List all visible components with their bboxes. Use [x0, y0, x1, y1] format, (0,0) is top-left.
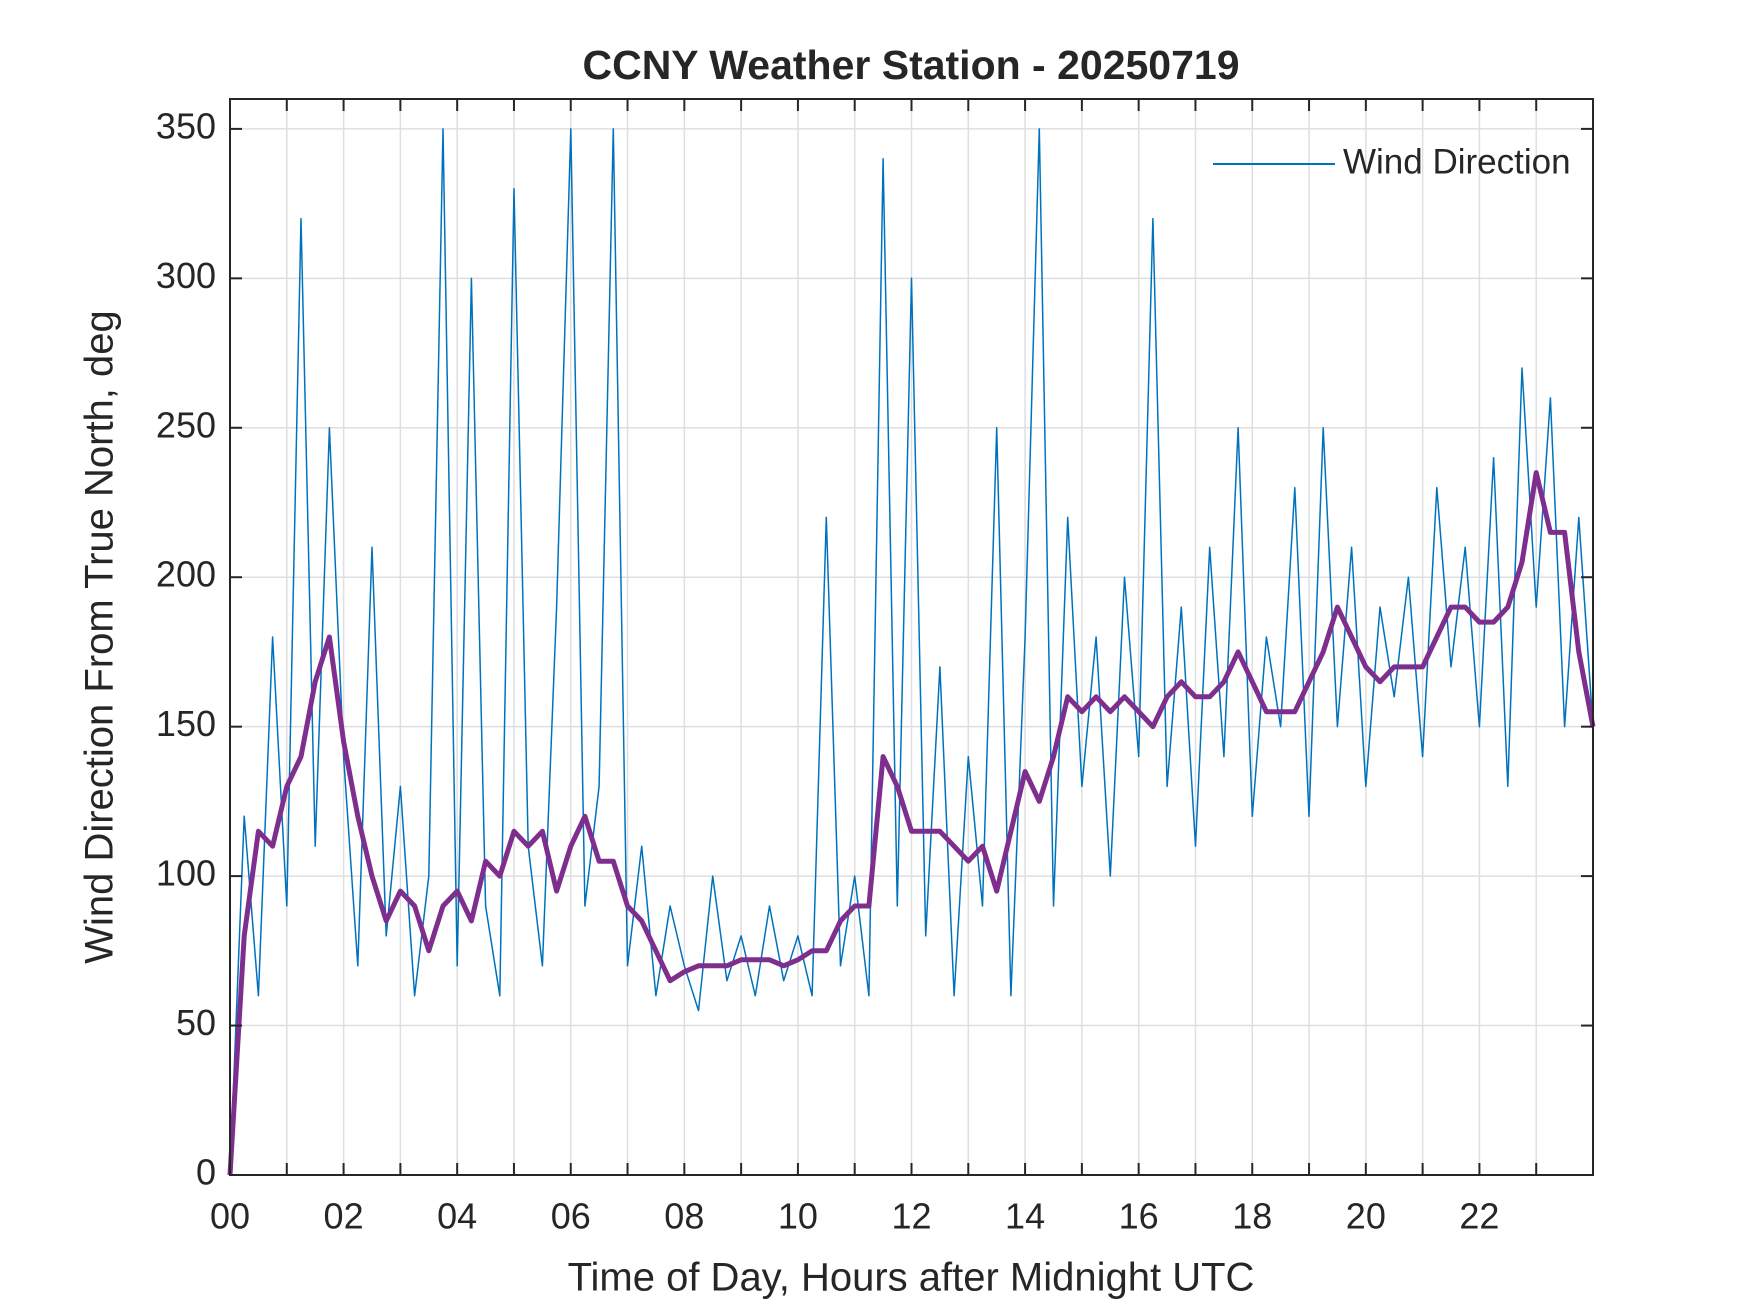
x-axis-label: Time of Day, Hours after Midnight UTC [568, 1256, 1255, 1300]
data-line [227, 470, 1596, 1176]
y-tick-label: 150 [156, 703, 216, 744]
x-tick-label: 18 [1232, 1196, 1272, 1237]
data-line [229, 128, 1594, 1176]
y-tick-label: 0 [196, 1152, 216, 1193]
y-tick-label: 50 [176, 1002, 216, 1043]
x-tick-label: 14 [1005, 1196, 1045, 1237]
chart-title: CCNY Weather Station - 20250719 [582, 42, 1239, 88]
y-tick-label: 200 [156, 554, 216, 595]
x-tick-label: 04 [437, 1196, 477, 1237]
x-tick-label: 00 [210, 1196, 250, 1237]
x-tick-label: 08 [664, 1196, 704, 1237]
legend-label: Wind Direction [1343, 142, 1571, 181]
x-tick-label: 10 [778, 1196, 818, 1237]
x-tick-label: 20 [1346, 1196, 1386, 1237]
y-axis-label: Wind Direction From True North, deg [78, 310, 122, 964]
y-tick-label: 300 [156, 255, 216, 296]
x-tick-label: 12 [891, 1196, 931, 1237]
y-tick-label: 250 [156, 404, 216, 445]
x-tick-label: 06 [551, 1196, 591, 1237]
x-tick-label: 22 [1459, 1196, 1499, 1237]
x-tick-label: 02 [324, 1196, 364, 1237]
y-tick-label: 350 [156, 105, 216, 146]
x-tick-label: 16 [1119, 1196, 1159, 1237]
y-tick-label: 100 [156, 853, 216, 894]
